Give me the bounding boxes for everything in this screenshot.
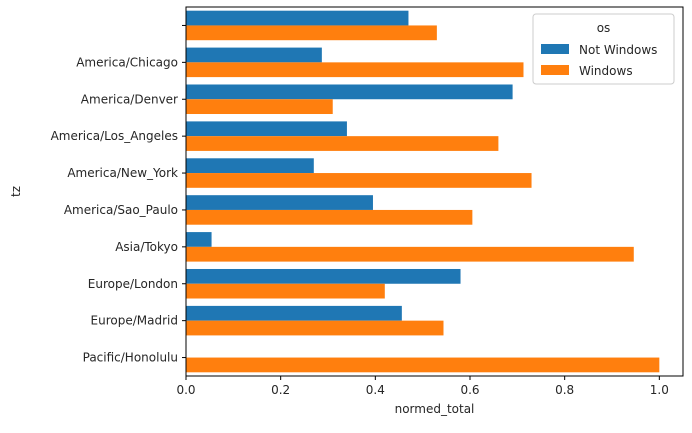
bar-europe-madrid-windows	[186, 320, 444, 336]
y-tick-label: Pacific/Honolulu	[83, 351, 178, 365]
bar-europe-london-windows	[186, 283, 385, 299]
y-tick-label: America/New_York	[67, 166, 178, 180]
bar-america-chicago-windows	[186, 62, 524, 78]
x-tick-label: 0.8	[555, 383, 574, 397]
y-tick-label: America/Chicago	[76, 55, 178, 69]
bar-america-new-york-not-windows	[186, 158, 314, 174]
y-tick-label: America/Los_Angeles	[51, 129, 178, 143]
y-tick-label: Europe/Madrid	[91, 314, 178, 328]
bar-asia-tokyo-windows	[186, 246, 634, 262]
y-axis: America/Chicago America/Denver America/Los…	[51, 24, 186, 365]
x-tick-label: 0.6	[460, 383, 479, 397]
bar-europe-madrid-not-windows	[186, 305, 402, 321]
bar-america-los-angeles-not-windows	[186, 121, 347, 137]
y-tick-label: Europe/London	[88, 277, 178, 291]
bar-america-chicago-not-windows	[186, 47, 322, 63]
bar-america-sao-paulo-not-windows	[186, 195, 373, 210]
y-tick-label: America/Sao_Paulo	[64, 203, 178, 217]
x-axis-label: normed_total	[395, 402, 475, 416]
x-tick-label: 0.0	[176, 383, 195, 397]
bar-blank-windows	[186, 25, 437, 41]
y-tick-label: Asia/Tokyo	[115, 240, 178, 254]
bar-america-denver-windows	[186, 99, 333, 115]
y-axis-label: tz	[9, 186, 23, 197]
bars-group	[186, 10, 660, 373]
legend-swatch	[541, 44, 569, 54]
bar-asia-tokyo-not-windows	[186, 232, 212, 247]
bar-america-los-angeles-windows	[186, 136, 499, 151]
legend-title: os	[597, 21, 611, 35]
bar-blank-not-windows	[186, 10, 409, 26]
x-tick-label: 0.2	[271, 383, 290, 397]
x-tick-label: 0.4	[366, 383, 385, 397]
legend-swatch	[541, 65, 569, 75]
bar-pacific-honolulu-windows	[186, 357, 660, 373]
x-axis: 0.0 0.2 0.4 0.6 0.8 1.0	[176, 376, 669, 397]
plot-frame	[185, 6, 684, 377]
bar-america-new-york-windows	[186, 173, 532, 188]
legend: os Not Windows Windows	[532, 13, 675, 85]
bar-america-denver-not-windows	[186, 84, 513, 100]
legend-entry: Not Windows	[579, 43, 657, 57]
x-tick-label: 1.0	[650, 383, 669, 397]
bar-europe-london-not-windows	[186, 268, 461, 284]
legend-entry: Windows	[579, 64, 633, 78]
bar-america-sao-paulo-windows	[186, 209, 473, 225]
y-tick-label: America/Denver	[81, 92, 178, 106]
